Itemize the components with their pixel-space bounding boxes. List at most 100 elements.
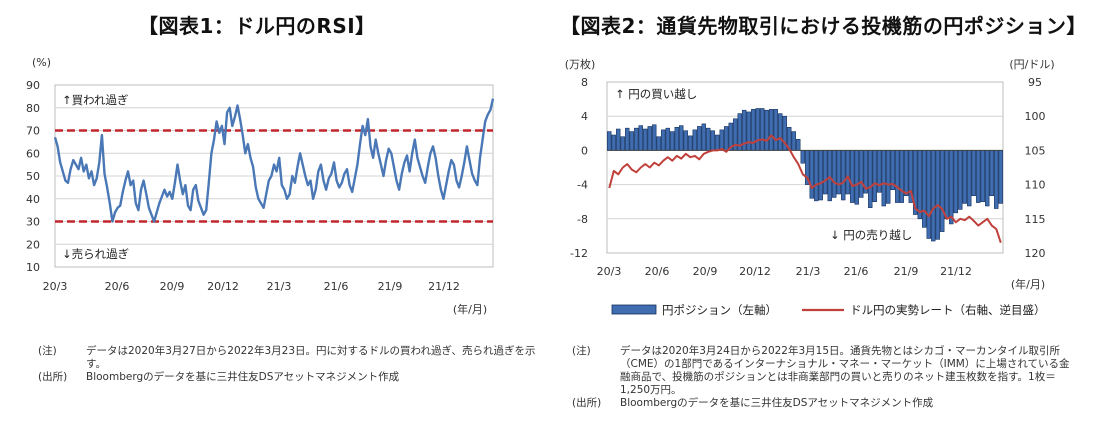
- y-tick-label: 70: [26, 125, 40, 138]
- x-tick-label: 21/9: [894, 265, 919, 278]
- y-tick-label: 0: [581, 144, 588, 157]
- position-bar: [845, 150, 850, 195]
- position-bar: [647, 126, 652, 151]
- position-bar: [985, 150, 990, 207]
- position-bar: [958, 150, 963, 210]
- x-axis-label: (年/月): [1011, 277, 1045, 291]
- position-bar: [967, 150, 972, 207]
- position-bar: [656, 136, 661, 151]
- position-bar: [719, 129, 724, 151]
- position-bar: [755, 108, 760, 151]
- position-bar: [922, 150, 927, 228]
- x-axis-label: (年/月): [453, 302, 487, 316]
- position-note-row: (注) データは2020年3月24日から2022年3月15日。通貨先物とはシカゴ…: [572, 345, 1077, 397]
- y-axis-label: (%): [32, 56, 51, 69]
- position-panel: 【図表2：通貨先物取引における投機筋の円ポジション】 -12 -8 -4 0 4 8 95 1…: [550, 0, 1099, 427]
- y2-tick-label: 100: [1025, 110, 1046, 123]
- position-bar: [809, 150, 814, 199]
- position-notes: (注) データは2020年3月24日から2022年3月15日。通貨先物とはシカゴ…: [572, 345, 1077, 410]
- y-tick-label: 60: [26, 147, 40, 160]
- x-tick-label: 21/6: [844, 265, 869, 278]
- rsi-note-row: (注) データは2020年3月27日から2022年3月23日。円に対するドルの買…: [38, 345, 538, 371]
- position-bar: [940, 150, 945, 232]
- x-tick-label: 20/12: [207, 280, 239, 293]
- rsi-chart-title: 【図表1：ドル円のRSI】: [138, 14, 376, 38]
- position-bar: [778, 113, 783, 151]
- source-text: Bloombergのデータを基に三井住友DSアセットマネジメント作成: [86, 371, 400, 383]
- position-bar: [715, 134, 720, 151]
- position-bar: [944, 150, 949, 220]
- y-tick-label: 8: [581, 76, 588, 89]
- position-bar: [710, 130, 715, 151]
- y-tick-label: -4: [577, 179, 588, 192]
- legend-bar-swatch: [611, 304, 657, 315]
- y2-axis-label: (円/ドル): [1009, 58, 1054, 71]
- y-tick-label: 30: [26, 216, 40, 229]
- position-bar: [629, 131, 634, 151]
- position-bar: [607, 131, 612, 151]
- position-bar: [832, 150, 837, 198]
- usdjpy-rate-line: [608, 134, 1002, 244]
- position-bar: [881, 150, 886, 207]
- x-tick-label: 21/3: [796, 265, 821, 278]
- position-bar: [859, 150, 864, 198]
- position-bar: [962, 150, 967, 204]
- position-bar: [679, 125, 684, 151]
- position-bar: [683, 130, 688, 151]
- position-bar: [692, 129, 697, 151]
- position-bar: [872, 150, 877, 202]
- position-bar: [823, 150, 828, 195]
- position-bar: [764, 109, 769, 151]
- x-tick-label: 20/9: [160, 280, 185, 293]
- position-bar: [643, 128, 648, 151]
- legend-bar-label: 円ポジション（左軸）: [662, 303, 777, 317]
- x-tick-label: 20/3: [43, 280, 68, 293]
- position-bar: [841, 150, 846, 201]
- position-bar: [980, 150, 985, 202]
- position-bar: [697, 126, 702, 151]
- x-tick-label: 20/12: [739, 265, 771, 278]
- position-bar: [746, 111, 751, 151]
- plot-frame: [606, 81, 1004, 254]
- x-tick-label: 20/6: [105, 280, 130, 293]
- position-bar: [868, 150, 873, 208]
- position-bar: [620, 136, 625, 151]
- rsi-notes: (注) データは2020年3月27日から2022年3月23日。円に対するドルの買…: [38, 345, 538, 384]
- position-bar: [989, 150, 994, 197]
- source-label: (出所): [572, 397, 602, 409]
- source-label: (出所): [38, 371, 68, 383]
- position-bar: [953, 150, 958, 214]
- position-bar: [674, 127, 679, 151]
- position-bar: [899, 150, 904, 203]
- position-bar: [818, 150, 823, 201]
- x-tick-label: 21/12: [428, 280, 460, 293]
- x-tick-label: 21/12: [940, 265, 972, 278]
- y-tick-label: 90: [26, 79, 40, 92]
- position-bar: [836, 150, 841, 195]
- position-bar: [625, 127, 630, 151]
- position-bar: [850, 150, 855, 203]
- rsi-source-row: (出所) Bloombergのデータを基に三井住友DSアセットマネジメント作成: [38, 371, 538, 384]
- position-bar: [701, 123, 706, 151]
- position-bar: [773, 109, 778, 151]
- position-bar: [661, 129, 666, 151]
- y-tick-label: 80: [26, 102, 40, 115]
- note-label: (注): [572, 345, 591, 357]
- oversold-annotation: ↓売られ過ぎ: [62, 247, 129, 261]
- y2-tick-label: 105: [1025, 144, 1046, 157]
- position-source-row: (出所) Bloombergのデータを基に三井住友DSアセットマネジメント作成: [572, 397, 1077, 410]
- x-tick-label: 20/6: [645, 265, 670, 278]
- y2-tick-label: 115: [1025, 213, 1046, 226]
- position-bar: [931, 150, 936, 242]
- overbought-annotation: ↑買われ過ぎ: [62, 93, 129, 107]
- position-bar: [827, 150, 832, 202]
- position-bar: [949, 150, 954, 225]
- position-bar: [994, 150, 999, 209]
- position-bar: [760, 108, 765, 151]
- position-bar: [688, 135, 693, 151]
- source-text: Bloombergのデータを基に三井住友DSアセットマネジメント作成: [620, 397, 934, 409]
- y-tick-label: -8: [577, 213, 588, 226]
- x-tick-label: 20/9: [693, 265, 718, 278]
- y-axis-label: (万枚): [565, 57, 596, 71]
- position-bar: [904, 150, 909, 197]
